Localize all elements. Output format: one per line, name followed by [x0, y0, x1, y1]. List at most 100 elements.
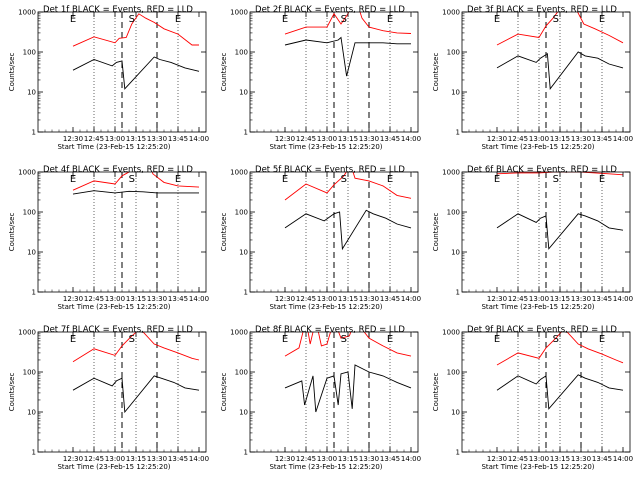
panel-7: Det 7f BLACK = Events, RED = LLD 1 10 100 10… [8, 325, 209, 471]
phase-marker-e: E [494, 174, 500, 185]
panel-title: Det 3f BLACK = Events, RED = LLD [467, 5, 617, 15]
panel-title: Det 1f BLACK = Events, RED = LLD [43, 5, 193, 15]
series-line-events [72, 190, 199, 195]
phase-marker-s: S [553, 14, 559, 25]
phase-marker-e: E [494, 14, 500, 25]
x-tick-label: 12:30 [275, 455, 295, 463]
x-tick-label: 13:30 [359, 455, 379, 463]
x-axis-label: Start Time (23-Feb-15 12:25:20) [481, 303, 594, 311]
x-tick-label: 12:30 [275, 295, 295, 303]
x-tick-label: 13:30 [147, 135, 167, 143]
series-line-lld [72, 172, 200, 191]
panel-6: Det 6f BLACK = Events, RED = LLD 1 10 100 10… [432, 165, 633, 311]
series-line-events [496, 374, 624, 410]
series-line-events [496, 51, 624, 91]
y-tick-label: 1 [32, 449, 36, 457]
x-tick-label: 13:45 [380, 135, 400, 143]
panel-1: Det 1f BLACK = Events, RED = LLD 1 10 100 10… [8, 5, 209, 151]
x-tick-label: 13:00 [105, 295, 125, 303]
phase-marker-e: E [175, 334, 181, 345]
x-tick-label: 12:45 [508, 295, 528, 303]
y-tick-label: 1 [32, 289, 36, 297]
x-axis-label: Start Time (23-Feb-15 12:25:20) [481, 143, 594, 151]
series-line-events [72, 56, 200, 90]
x-tick-label: 14:00 [401, 455, 421, 463]
y-tick-label: 1 [244, 129, 248, 137]
x-tick-label: 14:00 [189, 295, 209, 303]
x-tick-label: 14:00 [401, 135, 421, 143]
x-tick-label: 13:45 [168, 455, 188, 463]
x-tick-label: 12:30 [63, 295, 83, 303]
x-tick-label: 12:30 [275, 135, 295, 143]
y-tick-label: 10 [451, 89, 460, 97]
x-tick-label: 12:45 [84, 135, 104, 143]
phase-marker-e: E [387, 174, 393, 185]
x-tick-label: 13:00 [317, 295, 337, 303]
panel-title: Det 5f BLACK = Events, RED = LLD [255, 165, 405, 175]
x-tick-label: 13:30 [571, 295, 591, 303]
phase-marker-s: S [129, 174, 135, 185]
series-line-lld [284, 12, 412, 35]
y-tick-label: 10 [27, 89, 36, 97]
phase-marker-e: E [282, 14, 288, 25]
x-tick-label: 13:00 [529, 455, 549, 463]
phase-marker-s: S [129, 14, 135, 25]
y-tick-label: 1000 [18, 9, 36, 17]
x-axis-label: Start Time (23-Feb-15 12:25:20) [57, 143, 170, 151]
x-tick-label: 13:15 [126, 135, 146, 143]
x-tick-label: 13:00 [317, 455, 337, 463]
x-tick-label: 13:15 [550, 295, 570, 303]
phase-marker-e: E [387, 334, 393, 345]
phase-marker-s: S [129, 334, 135, 345]
phase-marker-e: E [599, 14, 605, 25]
panel-title: Det 6f BLACK = Events, RED = LLD [467, 165, 617, 175]
y-tick-label: 10 [451, 409, 460, 417]
y-tick-label: 1 [244, 289, 248, 297]
x-axis-label: Start Time (23-Feb-15 12:25:20) [269, 463, 382, 471]
x-tick-label: 13:45 [168, 135, 188, 143]
y-axis-label: Counts/sec [432, 373, 440, 412]
y-tick-label: 100 [23, 369, 36, 377]
x-tick-label: 12:30 [63, 135, 83, 143]
series-line-events [284, 36, 411, 77]
series-line-events [284, 364, 412, 413]
x-tick-label: 12:30 [487, 135, 507, 143]
x-axis-label: Start Time (23-Feb-15 12:25:20) [269, 303, 382, 311]
x-tick-label: 13:45 [168, 295, 188, 303]
y-tick-label: 1000 [442, 329, 460, 337]
x-tick-label: 14:00 [613, 455, 633, 463]
y-tick-label: 100 [23, 209, 36, 217]
x-tick-label: 13:00 [317, 135, 337, 143]
x-tick-label: 12:45 [508, 455, 528, 463]
y-tick-label: 1 [456, 129, 460, 137]
panel-title: Det 9f BLACK = Events, RED = LLD [467, 325, 617, 335]
series-line-lld [496, 12, 624, 46]
series-line-lld [72, 332, 200, 363]
y-axis-label: Counts/sec [220, 53, 228, 92]
x-tick-label: 13:00 [529, 295, 549, 303]
phase-marker-e: E [70, 174, 76, 185]
phase-marker-e: E [70, 14, 76, 25]
y-axis-label: Counts/sec [220, 373, 228, 412]
x-tick-label: 13:30 [359, 295, 379, 303]
x-tick-label: 12:30 [487, 295, 507, 303]
x-tick-label: 13:45 [592, 135, 612, 143]
y-axis-label: Counts/sec [8, 373, 16, 412]
series-line-events [72, 375, 200, 414]
phase-marker-e: E [282, 334, 288, 345]
x-tick-label: 12:45 [296, 455, 316, 463]
x-tick-label: 12:30 [63, 455, 83, 463]
y-tick-label: 10 [239, 89, 248, 97]
y-tick-label: 100 [235, 369, 248, 377]
x-tick-label: 12:45 [296, 295, 316, 303]
y-axis-label: Counts/sec [8, 213, 16, 252]
series-line-events [284, 209, 412, 251]
phase-marker-s: S [553, 334, 559, 345]
x-tick-label: 12:45 [508, 135, 528, 143]
y-tick-label: 100 [235, 49, 248, 57]
x-axis-label: Start Time (23-Feb-15 12:25:20) [481, 463, 594, 471]
y-tick-label: 10 [239, 409, 248, 417]
y-tick-label: 1 [244, 449, 248, 457]
y-tick-label: 100 [447, 209, 460, 217]
